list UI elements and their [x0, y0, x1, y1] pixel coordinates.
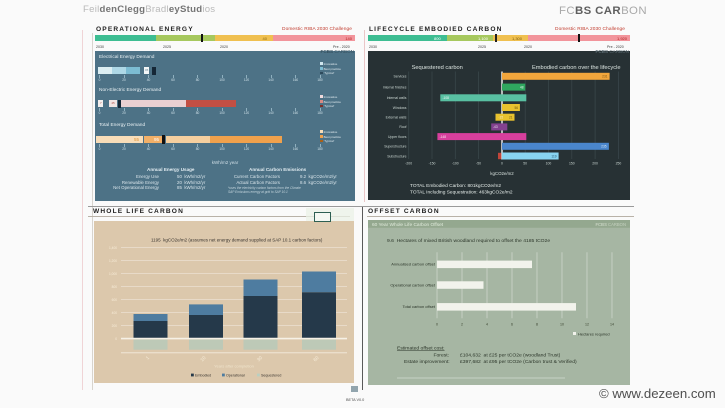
- svg-text:Estimated offset cost:: Estimated offset cost:: [397, 345, 445, 351]
- svg-text:Internal finishes: Internal finishes: [383, 85, 407, 89]
- svg-text:6: 6: [511, 322, 513, 326]
- svg-text:200: 200: [592, 161, 598, 165]
- svg-text:10: 10: [560, 322, 564, 326]
- svg-text:-108: -108: [443, 96, 450, 100]
- svg-text:30: 30: [256, 355, 264, 363]
- svg-text:External walls: External walls: [386, 115, 407, 119]
- svg-text:0: 0: [115, 337, 117, 341]
- svg-text:-43: -43: [493, 125, 498, 129]
- svg-text:Operational: Operational: [226, 374, 245, 378]
- svg-text:Annualised carbon offset: Annualised carbon offset: [391, 261, 436, 266]
- svg-text:Services: Services: [393, 74, 406, 78]
- svg-text:1,200: 1,200: [109, 259, 117, 263]
- svg-text:Roof: Roof: [399, 125, 406, 129]
- svg-text:56: 56: [514, 105, 518, 109]
- svg-text:231: 231: [602, 74, 608, 78]
- svg-text:1195 kgCO2e/m2 (assumes net e: 1195 kgCO2e/m2 (assumes net energy deman…: [151, 238, 323, 243]
- svg-text:-200: -200: [405, 161, 412, 165]
- svg-text:-148: -148: [440, 134, 447, 138]
- svg-text:-100: -100: [452, 161, 459, 165]
- svg-text:TOTAL Including Sequestration:: TOTAL Including Sequestration: 463kgCO2e…: [410, 189, 513, 195]
- svg-text:0: 0: [501, 161, 503, 165]
- svg-text:Years after completion: Years after completion: [214, 364, 254, 369]
- svg-text:200: 200: [112, 324, 118, 328]
- svg-text:2: 2: [461, 322, 463, 326]
- svg-text:10: 10: [199, 355, 207, 363]
- svg-text:100: 100: [546, 161, 552, 165]
- svg-text:150: 150: [569, 161, 575, 165]
- svg-text:400: 400: [112, 311, 118, 315]
- svg-text:800: 800: [112, 285, 118, 289]
- svg-text:Forest:: Forest:: [433, 352, 449, 358]
- svg-text:Superstructure: Superstructure: [384, 144, 406, 148]
- svg-text:-15: -15: [499, 115, 504, 119]
- svg-text:21: 21: [509, 115, 513, 119]
- svg-text:9.6 Hectares of mixed British: 9.6 Hectares of mixed British woodland r…: [387, 238, 550, 244]
- svg-text:Operational carbon offset: Operational carbon offset: [390, 282, 436, 287]
- svg-text:Embodied carbon over the lifec: Embodied carbon over the lifecycle: [532, 65, 621, 71]
- svg-text:-150: -150: [429, 161, 436, 165]
- svg-text:1,000: 1,000: [109, 272, 117, 276]
- svg-text:8: 8: [536, 322, 538, 326]
- svg-text:-50: -50: [476, 161, 481, 165]
- svg-text:Sequestered carbon: Sequestered carbon: [412, 65, 463, 71]
- svg-text:60 Year Whole Life Carbon Offs: 60 Year Whole Life Carbon Offset: [372, 222, 444, 228]
- svg-text:235: 235: [601, 144, 607, 148]
- svg-text:119: 119: [551, 154, 556, 158]
- svg-text:Internal walls: Internal walls: [387, 96, 407, 100]
- svg-text:Sequestered: Sequestered: [261, 374, 281, 378]
- svg-text:600: 600: [112, 298, 118, 302]
- svg-text:14: 14: [610, 322, 614, 326]
- svg-text:Total carbon offset: Total carbon offset: [403, 304, 436, 309]
- svg-text:£104,632 at £25 per tCO2e (wo: £104,632 at £25 per tCO2e (woodland Trus…: [460, 352, 561, 358]
- svg-text:£397,682 at £95 per tCO2e (Ca: £397,682 at £95 per tCO2e (Carbon trust …: [460, 358, 577, 364]
- svg-text:12: 12: [585, 322, 589, 326]
- svg-text:Hectares required: Hectares required: [578, 331, 610, 336]
- svg-text:1,400: 1,400: [109, 246, 117, 250]
- svg-text:Windows: Windows: [393, 105, 407, 109]
- svg-text:Substructure: Substructure: [387, 154, 406, 158]
- svg-text:50: 50: [523, 161, 527, 165]
- svg-text:Upper floors: Upper floors: [388, 134, 407, 138]
- svg-text:0: 0: [436, 322, 438, 326]
- svg-text:TOTAL Embodied Carbon: 801kgCO: TOTAL Embodied Carbon: 801kgCO2e/m2: [410, 183, 501, 189]
- svg-text:60: 60: [312, 355, 320, 363]
- svg-text:kgCO2e/m2: kgCO2e/m2: [490, 171, 514, 176]
- svg-text:Estate improvement:: Estate improvement:: [404, 358, 450, 364]
- svg-text:FCBS CARBON: FCBS CARBON: [595, 221, 625, 226]
- svg-text:48: 48: [520, 85, 524, 89]
- svg-text:4: 4: [486, 322, 488, 326]
- svg-text:1: 1: [145, 355, 151, 361]
- svg-text:250: 250: [616, 161, 622, 165]
- svg-text:Embodied: Embodied: [195, 374, 211, 378]
